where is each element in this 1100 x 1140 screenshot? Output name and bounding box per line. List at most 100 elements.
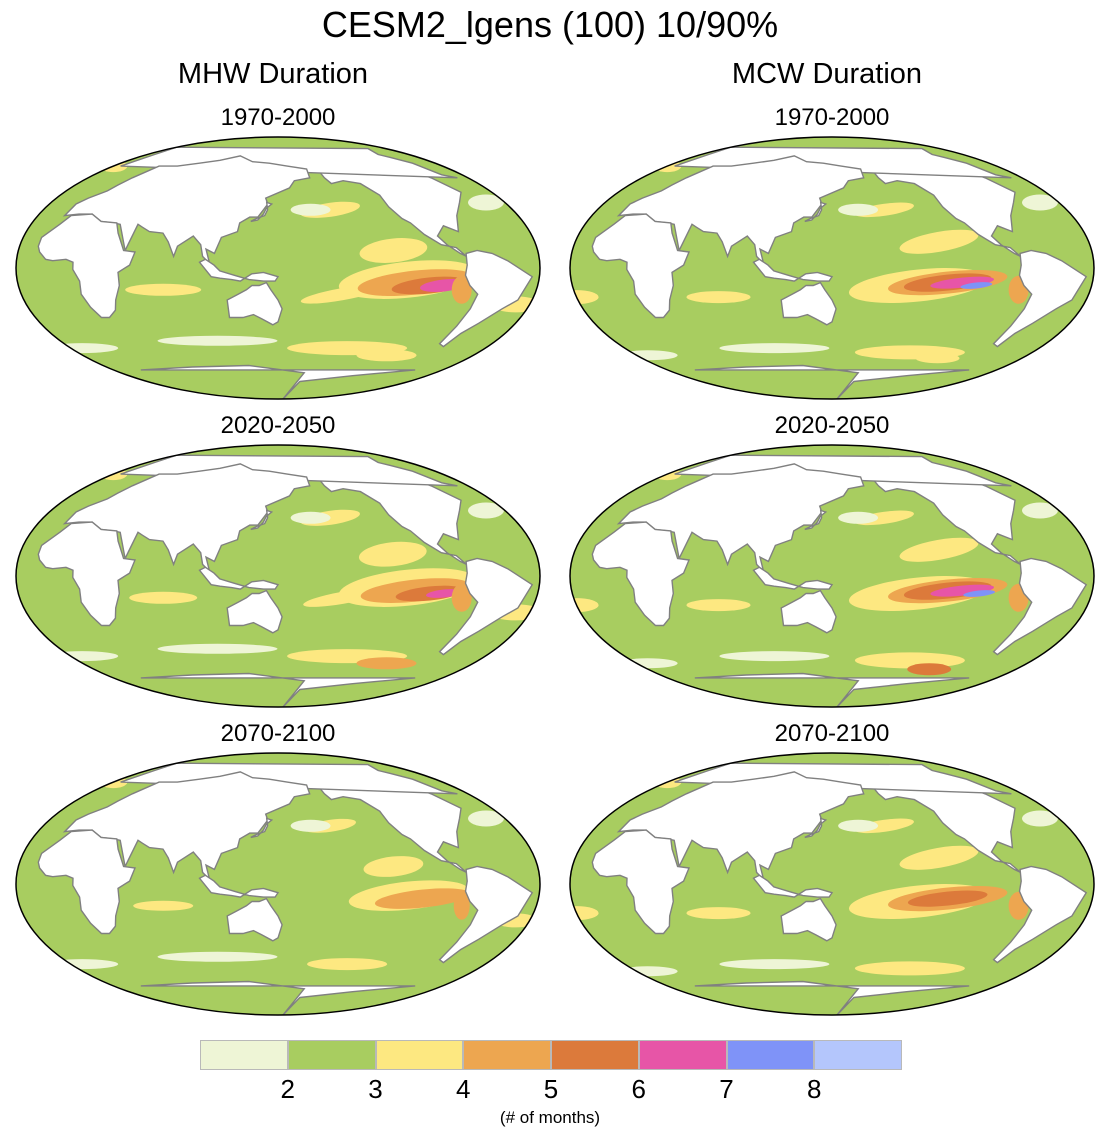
duration-region xyxy=(451,583,472,612)
map-outline xyxy=(15,444,541,708)
panel-title: 2070-2100 xyxy=(220,720,336,747)
duration-region xyxy=(468,810,504,827)
duration-region xyxy=(617,966,678,977)
duration-region xyxy=(838,511,879,524)
duration-region xyxy=(838,203,879,216)
map-field xyxy=(16,445,540,707)
duration-region xyxy=(1022,502,1058,519)
colorbar-swatch xyxy=(200,1040,288,1070)
land-australia xyxy=(226,589,283,634)
land-southAmerica xyxy=(438,249,534,348)
land-eurasia xyxy=(616,771,865,882)
duration-region xyxy=(686,291,751,304)
land-eurasia xyxy=(616,463,865,574)
panel-mcw-1970-2000: 1970-2000 xyxy=(564,104,1100,404)
land-southAmerica xyxy=(992,249,1088,348)
duration-region xyxy=(899,229,979,254)
land-japan xyxy=(804,817,828,839)
duration-region xyxy=(374,888,471,909)
duration-region xyxy=(719,651,830,662)
land-japan xyxy=(250,201,274,223)
duration-region xyxy=(157,643,278,654)
map-field xyxy=(570,137,1094,399)
duration-region xyxy=(46,651,119,662)
land-seaIslands xyxy=(752,874,834,898)
duration-region xyxy=(930,584,995,597)
colorbar-swatch xyxy=(638,1040,727,1070)
land-seaIslands xyxy=(198,258,280,282)
land-australia xyxy=(226,281,283,326)
duration-region xyxy=(963,590,996,597)
duration-region xyxy=(356,657,417,670)
duration-region xyxy=(686,907,751,920)
land-africa xyxy=(37,829,136,935)
land-southAmerica xyxy=(992,557,1088,656)
colorbar-tick-label: 4 xyxy=(456,1074,471,1104)
land-eurasia xyxy=(62,155,311,266)
column-title-mcw: MCW Duration xyxy=(731,58,923,90)
land-antarctic xyxy=(140,980,416,1015)
colorbar-tick-label: 6 xyxy=(631,1074,646,1104)
colorbar-tick-label: 3 xyxy=(368,1074,383,1104)
land-seaIslands xyxy=(752,566,834,590)
map-mcw-1970-2000 xyxy=(569,136,1095,400)
duration-region xyxy=(46,343,119,354)
land-australia xyxy=(780,897,837,942)
duration-region xyxy=(838,819,879,832)
colorbar-tick-label: 5 xyxy=(543,1074,559,1104)
colorbar-swatch xyxy=(287,1040,376,1070)
column-title-mhw: MHW Duration xyxy=(177,58,369,90)
duration-region xyxy=(359,238,428,263)
land-africa xyxy=(37,213,136,319)
land-seaIslands xyxy=(752,258,834,282)
duration-region xyxy=(46,959,119,970)
map-outline xyxy=(569,444,1095,708)
land-eurasia xyxy=(62,463,311,574)
map-mcw-2020-2050 xyxy=(569,444,1095,708)
duration-region xyxy=(719,343,830,354)
land-japan xyxy=(804,509,828,531)
figure-title: CESM2_lgens (100) 10/90% xyxy=(321,4,779,45)
panel-title: 2020-2050 xyxy=(774,412,890,439)
duration-region xyxy=(960,282,993,289)
panel-mhw-1970-2000: 1970-2000 xyxy=(10,104,546,404)
map-field xyxy=(570,753,1094,1015)
land-antarctic xyxy=(694,364,970,399)
duration-region xyxy=(719,959,830,970)
panel-mhw-2070-2100: 2070-2100 xyxy=(10,720,546,1020)
duration-region xyxy=(907,663,952,676)
land-antarctic xyxy=(694,980,970,1015)
map-outline xyxy=(569,136,1095,400)
panel-mhw-2020-2050: 2020-2050 xyxy=(10,412,546,712)
land-africa xyxy=(591,213,690,319)
duration-region xyxy=(157,335,278,346)
duration-region xyxy=(854,652,965,669)
map-outline xyxy=(569,752,1095,1016)
land-japan xyxy=(250,509,274,531)
map-mcw-2070-2100 xyxy=(569,752,1095,1016)
land-africa xyxy=(591,829,690,935)
panel-title: 1970-2000 xyxy=(220,104,336,131)
duration-region xyxy=(617,350,678,361)
duration-region xyxy=(453,891,470,920)
map-mhw-2070-2100 xyxy=(15,752,541,1016)
land-southAmerica xyxy=(438,557,534,656)
land-africa xyxy=(591,521,690,627)
duration-region xyxy=(133,900,194,911)
colorbar-tick-label: 7 xyxy=(719,1074,734,1104)
land-eurasia xyxy=(616,155,865,266)
duration-region xyxy=(907,890,988,907)
land-seaIslands xyxy=(198,874,280,898)
duration-region xyxy=(356,349,417,362)
colorbar-swatch xyxy=(375,1040,464,1070)
land-australia xyxy=(780,281,837,326)
land-japan xyxy=(250,817,274,839)
duration-region xyxy=(468,502,504,519)
duration-region xyxy=(617,658,678,669)
colorbar-swatch xyxy=(814,1040,902,1070)
colorbar-tick-label: 2 xyxy=(280,1074,295,1104)
land-antarctic xyxy=(140,672,416,707)
duration-region xyxy=(915,353,960,364)
panel-title: 2070-2100 xyxy=(774,720,890,747)
map-field xyxy=(570,445,1094,707)
